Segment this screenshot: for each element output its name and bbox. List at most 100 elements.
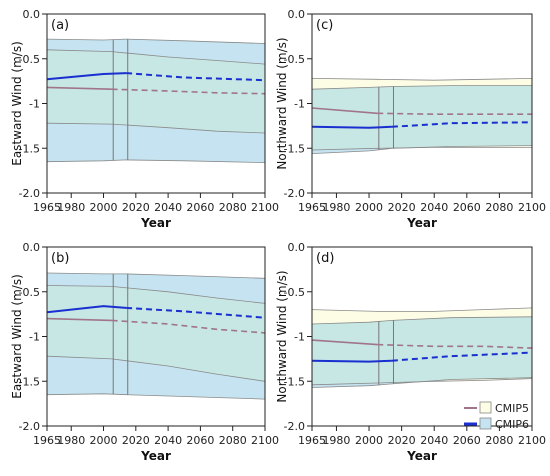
- cmip6-mean-historical: [46, 305, 127, 314]
- x-tick-label: 1965: [33, 201, 61, 214]
- y-tick-label: -0.5: [19, 53, 40, 66]
- legend-band-swatch: [479, 401, 492, 414]
- cmip6-mean-historical: [311, 359, 392, 363]
- y-tick-label: 0.0: [288, 241, 306, 254]
- band-upper-edge: [311, 316, 533, 325]
- cmip6-mean-projection: [391, 121, 533, 128]
- x-tick-label: 1965: [298, 434, 326, 447]
- y-tick-label: -1.5: [284, 375, 305, 388]
- y-axis-title: Northward Wind (m/s): [275, 37, 289, 169]
- x-tick-label: 2080: [485, 434, 513, 447]
- y-tick-label: -2.0: [284, 187, 305, 200]
- y-tick-label: 0.0: [288, 8, 306, 21]
- legend-band-swatch: [479, 417, 492, 430]
- y-tick-label: 0.0: [23, 241, 41, 254]
- y-tick-label: -1.5: [19, 375, 40, 388]
- band-lower-edge: [311, 145, 533, 154]
- band-lower-edge: [311, 378, 533, 386]
- y-tick-label: 0.0: [23, 8, 41, 21]
- y-tick-label: -1: [294, 98, 305, 111]
- x-tick-label: 2040: [420, 201, 448, 214]
- cmip6-mean-historical: [311, 125, 392, 129]
- x-axis-title: Year: [140, 449, 171, 463]
- cmip5-mean-projection: [111, 88, 266, 95]
- y-axis-title: Northward Wind (m/s): [275, 270, 289, 402]
- cmip5-mean-historical: [46, 86, 112, 90]
- x-tick-label: 2080: [219, 434, 247, 447]
- cmip5-mean-historical: [311, 339, 378, 346]
- y-tick-label: -0.5: [284, 286, 305, 299]
- band-upper-edge: [311, 78, 533, 81]
- panel-label: (a): [51, 18, 69, 33]
- x-tick-label: 2020: [122, 201, 150, 214]
- x-tick-label: 1965: [33, 434, 61, 447]
- y-tick-label: -2.0: [19, 420, 40, 433]
- cmip6-mean-projection: [126, 306, 266, 319]
- panel-label: (d): [316, 251, 334, 266]
- x-axis-title: Year: [406, 449, 437, 463]
- band-overlap: [312, 316, 532, 385]
- x-tick-label: 2000: [90, 201, 118, 214]
- x-tick-label: 2040: [154, 434, 182, 447]
- cmip5-mean-projection: [377, 343, 533, 349]
- x-tick-label: 1980: [57, 201, 85, 214]
- x-tick-label: 2100: [251, 201, 279, 214]
- legend-label: CMIP6: [495, 418, 529, 431]
- y-tick-label: -2.0: [19, 187, 40, 200]
- panel-label: (b): [51, 251, 69, 266]
- y-tick-label: -0.5: [19, 286, 40, 299]
- cmip5-mean-projection: [111, 319, 266, 334]
- cmip6-mean-projection: [391, 351, 533, 362]
- legend: CMIP5 CMIP6: [464, 401, 529, 431]
- band-upper-edge: [311, 85, 532, 90]
- x-tick-label: 2040: [154, 201, 182, 214]
- y-tick-label: -1.5: [19, 142, 40, 155]
- x-tick-label: 1980: [322, 434, 350, 447]
- x-axis-title: Year: [406, 216, 437, 230]
- cmip5-mean-projection: [377, 112, 532, 115]
- y-tick-label: -1.5: [284, 142, 305, 155]
- x-tick-label: 2060: [186, 434, 214, 447]
- band-upper-edge: [46, 49, 266, 65]
- panel-label: (c): [316, 18, 333, 33]
- cmip6-mean-projection: [126, 72, 266, 82]
- y-axis-title: Eastward Wind (m/s): [10, 274, 24, 399]
- x-tick-label: 2020: [122, 434, 150, 447]
- band-upper-edge: [311, 307, 533, 312]
- band-lower-edge: [46, 122, 266, 134]
- x-tick-label: 2060: [186, 201, 214, 214]
- x-tick-label: 2100: [518, 434, 546, 447]
- x-tick-label: 2080: [485, 201, 513, 214]
- legend-label: CMIP5: [495, 402, 529, 415]
- band-lower-edge: [46, 355, 266, 382]
- x-tick-label: 2060: [453, 201, 481, 214]
- band-upper-edge: [46, 38, 266, 44]
- band-overlap: [312, 85, 532, 150]
- x-tick-label: 1980: [322, 201, 350, 214]
- x-tick-label: 1965: [298, 201, 326, 214]
- y-tick-label: -0.5: [284, 53, 305, 66]
- x-tick-label: 2000: [90, 434, 118, 447]
- x-tick-label: 2000: [355, 434, 383, 447]
- y-axis-title: Eastward Wind (m/s): [10, 41, 24, 166]
- band-upper-edge: [46, 272, 266, 279]
- x-tick-label: 2040: [420, 434, 448, 447]
- cmip5-mean-historical: [46, 317, 112, 322]
- x-tick-label: 2020: [388, 201, 416, 214]
- x-tick-label: 2000: [355, 201, 383, 214]
- y-tick-label: -1: [294, 331, 305, 344]
- x-axis-title: Year: [140, 216, 171, 230]
- y-tick-label: -1: [29, 98, 40, 111]
- cmip5-mean-historical: [311, 107, 378, 115]
- x-tick-label: 2100: [251, 434, 279, 447]
- x-tick-label: 2080: [219, 201, 247, 214]
- band-lower-edge: [46, 159, 266, 163]
- x-tick-label: 2060: [453, 434, 481, 447]
- x-tick-label: 2100: [518, 201, 546, 214]
- band-lower-edge: [311, 377, 533, 388]
